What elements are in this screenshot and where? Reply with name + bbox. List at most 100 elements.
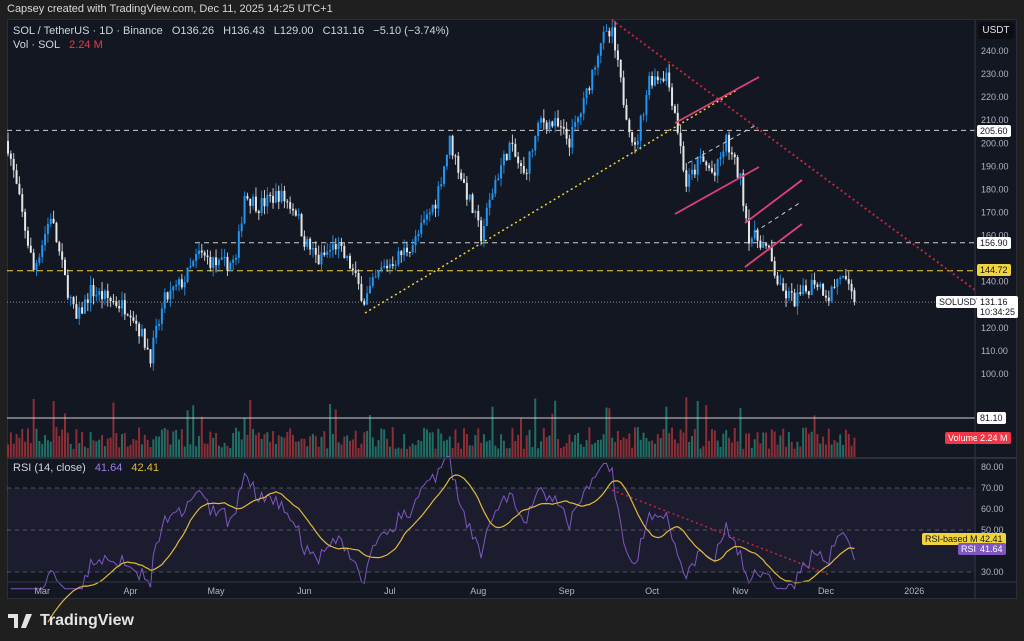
volume-bar (816, 434, 819, 457)
candle-body (819, 283, 822, 287)
volume-bar (685, 397, 688, 457)
volume-bar (340, 444, 343, 457)
volume-bar (103, 446, 106, 457)
volume-bar (668, 433, 671, 457)
candle-body (44, 233, 47, 246)
volume-bar (842, 444, 845, 457)
rsi-label[interactable]: RSI (14, close) (13, 462, 86, 474)
volume-tag: Volume (945, 432, 982, 444)
volume-bar (799, 446, 802, 457)
volume-bar (688, 441, 691, 457)
volume-bar (380, 428, 383, 457)
candle-body (451, 135, 454, 156)
volume-bar (178, 439, 180, 457)
candle-body (428, 212, 431, 215)
volume-bar (437, 428, 440, 457)
channel-line (674, 166, 760, 215)
volume-bar (807, 433, 810, 457)
candle-body (317, 254, 320, 265)
volume-bar (713, 430, 716, 457)
candle-body (805, 285, 807, 292)
volume-bar (212, 437, 215, 457)
volume-bar (651, 440, 654, 457)
volume-bar (813, 415, 816, 457)
price-tick-label: 180.00 (981, 184, 1009, 194)
volume-bar (15, 433, 18, 457)
price-tick-label: 210.00 (981, 115, 1009, 125)
candle-body (303, 236, 306, 247)
candle-body (685, 170, 688, 187)
volume-bar (229, 448, 232, 457)
level-badge-144: 144.72 (977, 264, 1011, 276)
volume-bar (639, 439, 642, 457)
volume-bar (135, 440, 138, 457)
candle-body (844, 275, 847, 280)
volume-bar (471, 445, 474, 457)
candle-body (169, 290, 172, 300)
candle-body (662, 78, 665, 82)
volume-bar (400, 448, 403, 457)
candle-body (448, 135, 451, 155)
volume-bar (511, 428, 514, 457)
volume-bar (662, 429, 665, 457)
volume-bar (602, 434, 605, 457)
volume-bar (403, 433, 406, 457)
volume-bar (465, 434, 468, 457)
uptrend-line (364, 89, 738, 314)
candle-body (653, 76, 656, 86)
candle-body (585, 88, 588, 99)
candle-body (140, 328, 143, 337)
volume-bar (263, 434, 266, 457)
volume-bar (226, 445, 229, 457)
candle-body (497, 178, 500, 180)
volume-bar (408, 446, 411, 457)
channel-line (674, 76, 760, 124)
candle-body (836, 279, 839, 287)
candle-body (132, 317, 135, 321)
volume-bar (374, 446, 377, 457)
volume-bar (482, 434, 485, 457)
candle-body (86, 299, 89, 303)
candle-body (215, 257, 218, 266)
volume-bar (29, 442, 32, 457)
volume-bar (722, 433, 725, 457)
volume-bar (132, 438, 135, 457)
candle-body (730, 152, 733, 155)
candle-body (440, 184, 443, 187)
candle-body (480, 220, 483, 242)
rsi-tag: RSI (958, 543, 980, 555)
volume-legend: Vol · SOL 2.24 M (13, 39, 103, 51)
ohlc-low: L129.00 (273, 25, 314, 37)
candle-body (824, 295, 827, 298)
volume-bar (35, 428, 38, 457)
candle-body (594, 67, 597, 70)
rsi-tick-label: 50.00 (981, 525, 1004, 535)
volume-bar (634, 427, 636, 457)
volume-bar (833, 439, 836, 457)
candle-body (360, 283, 363, 301)
volume-bar (420, 441, 423, 457)
volume-bar (542, 427, 545, 457)
volume-bar (354, 430, 357, 457)
candle-body (286, 201, 289, 203)
volume-bar (81, 432, 84, 457)
candle-body (505, 154, 508, 161)
volume-bar (92, 440, 95, 457)
currency-button[interactable]: USDT (978, 22, 1014, 39)
volume-bar (494, 445, 497, 457)
symbol-name[interactable]: SOL / TetherUS · 1D · Binance (13, 25, 163, 37)
volume-bar (86, 448, 89, 457)
candle-body (434, 204, 437, 209)
volume-bar (112, 402, 115, 457)
volume-bar (642, 432, 645, 457)
volume-label[interactable]: Vol · SOL (13, 39, 61, 51)
candle-body (340, 243, 343, 247)
candle-body (839, 277, 842, 280)
candle-body (106, 290, 109, 298)
candle-body (537, 122, 540, 137)
candle-body (802, 285, 805, 295)
candle-body (722, 151, 725, 158)
candle-body (337, 243, 340, 250)
tradingview-logo[interactable]: TradingView (8, 612, 134, 630)
